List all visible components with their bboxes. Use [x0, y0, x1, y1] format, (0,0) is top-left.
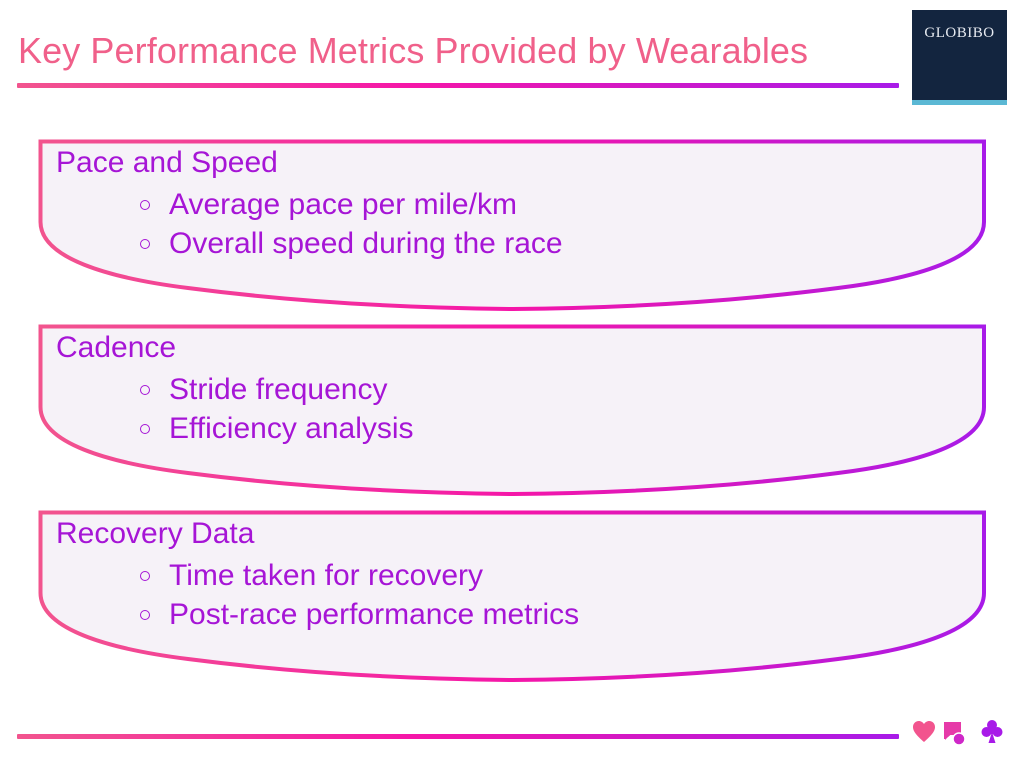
bullet-item: Efficiency analysis: [140, 409, 414, 448]
logo-text: GLOBIBO: [924, 25, 995, 41]
bullet-item: Stride frequency: [140, 370, 414, 409]
metric-box-pace: Pace and Speed Average pace per mile/km …: [38, 138, 988, 314]
box-shape: [38, 324, 986, 497]
section-heading: Pace and Speed: [56, 146, 278, 179]
bullet-list: Stride frequency Efficiency analysis: [140, 370, 414, 448]
hollow-circle-bullet-icon: [140, 424, 150, 434]
hollow-circle-bullet-icon: [140, 239, 150, 249]
bullet-text: Post-race performance metrics: [169, 598, 580, 631]
box-shape: [38, 510, 986, 683]
chat-bubbles-icon: [944, 722, 966, 746]
bullet-text: Average pace per mile/km: [169, 188, 517, 221]
bullet-text: Overall speed during the race: [169, 227, 563, 260]
bullet-item: Average pace per mile/km: [140, 185, 563, 224]
box-shape: [38, 139, 986, 312]
club-icon: [981, 720, 1003, 743]
bullet-list: Average pace per mile/km Overall speed d…: [140, 185, 563, 263]
footer-icon-group: [913, 720, 1003, 746]
slide-title: Key Performance Metrics Provided by Wear…: [18, 30, 809, 71]
hollow-circle-bullet-icon: [140, 200, 150, 210]
section-heading: Cadence: [56, 331, 177, 364]
bullet-list: Time taken for recovery Post-race perfor…: [140, 556, 579, 634]
globibo-logo: GLOBIBO: [912, 10, 1007, 105]
title-underline: [17, 83, 899, 88]
bullet-item: Post-race performance metrics: [140, 595, 579, 634]
hollow-circle-bullet-icon: [140, 385, 150, 395]
bullet-text: Efficiency analysis: [169, 412, 414, 445]
bullet-item: Time taken for recovery: [140, 556, 579, 595]
metric-box-recovery: Recovery Data Time taken for recovery Po…: [38, 509, 988, 685]
bullet-text: Stride frequency: [169, 373, 388, 406]
heart-icon: [913, 721, 935, 742]
hollow-circle-bullet-icon: [140, 571, 150, 581]
footer-rule: [17, 734, 899, 739]
section-heading: Recovery Data: [56, 517, 255, 550]
hollow-circle-bullet-icon: [140, 610, 150, 620]
logo-stripe: [912, 100, 1007, 105]
bullet-item: Overall speed during the race: [140, 224, 563, 263]
bullet-text: Time taken for recovery: [169, 559, 483, 592]
metric-box-cadence: Cadence Stride frequency Efficiency anal…: [38, 323, 988, 499]
